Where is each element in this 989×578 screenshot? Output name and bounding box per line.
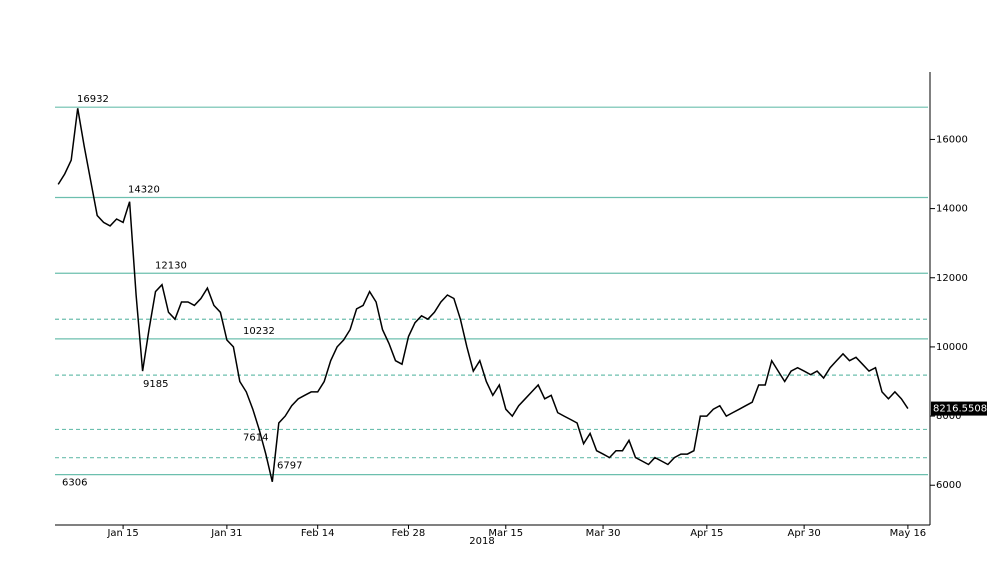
x-tick-label: Feb 28 [392,528,426,539]
level-label: 14320 [128,185,160,196]
x-tick-label: Mar 15 [488,528,523,539]
x-tick-label: Jan 15 [106,528,138,539]
y-tick-label: 8000 [936,411,961,422]
level-label: 12130 [155,260,187,271]
level-label: 9185 [143,379,168,390]
level-label: 6797 [277,461,302,472]
x-tick-label: Apr 30 [788,528,821,539]
last-price-box [931,401,987,416]
y-tick-label: 6000 [936,480,961,491]
x-tick-label: May 16 [890,528,927,539]
x-tick-label: Jan 31 [210,528,242,539]
level-label: 16932 [77,94,109,105]
last-price-label: 8216.5508 [933,404,987,415]
y-tick-label: 14000 [936,204,968,215]
y-tick-label: 12000 [936,273,968,284]
x-tick-label: Apr 15 [690,528,723,539]
price-line [57,108,909,482]
y-tick-label: 16000 [936,134,968,145]
level-label: 7614 [243,432,268,443]
x-axis-label: 2018 [469,536,494,547]
level-label: 6306 [62,478,87,489]
x-tick-label: Feb 14 [301,528,335,539]
level-label: 10232 [243,326,275,337]
x-tick-label: Mar 30 [586,528,621,539]
y-tick-label: 10000 [936,342,968,353]
